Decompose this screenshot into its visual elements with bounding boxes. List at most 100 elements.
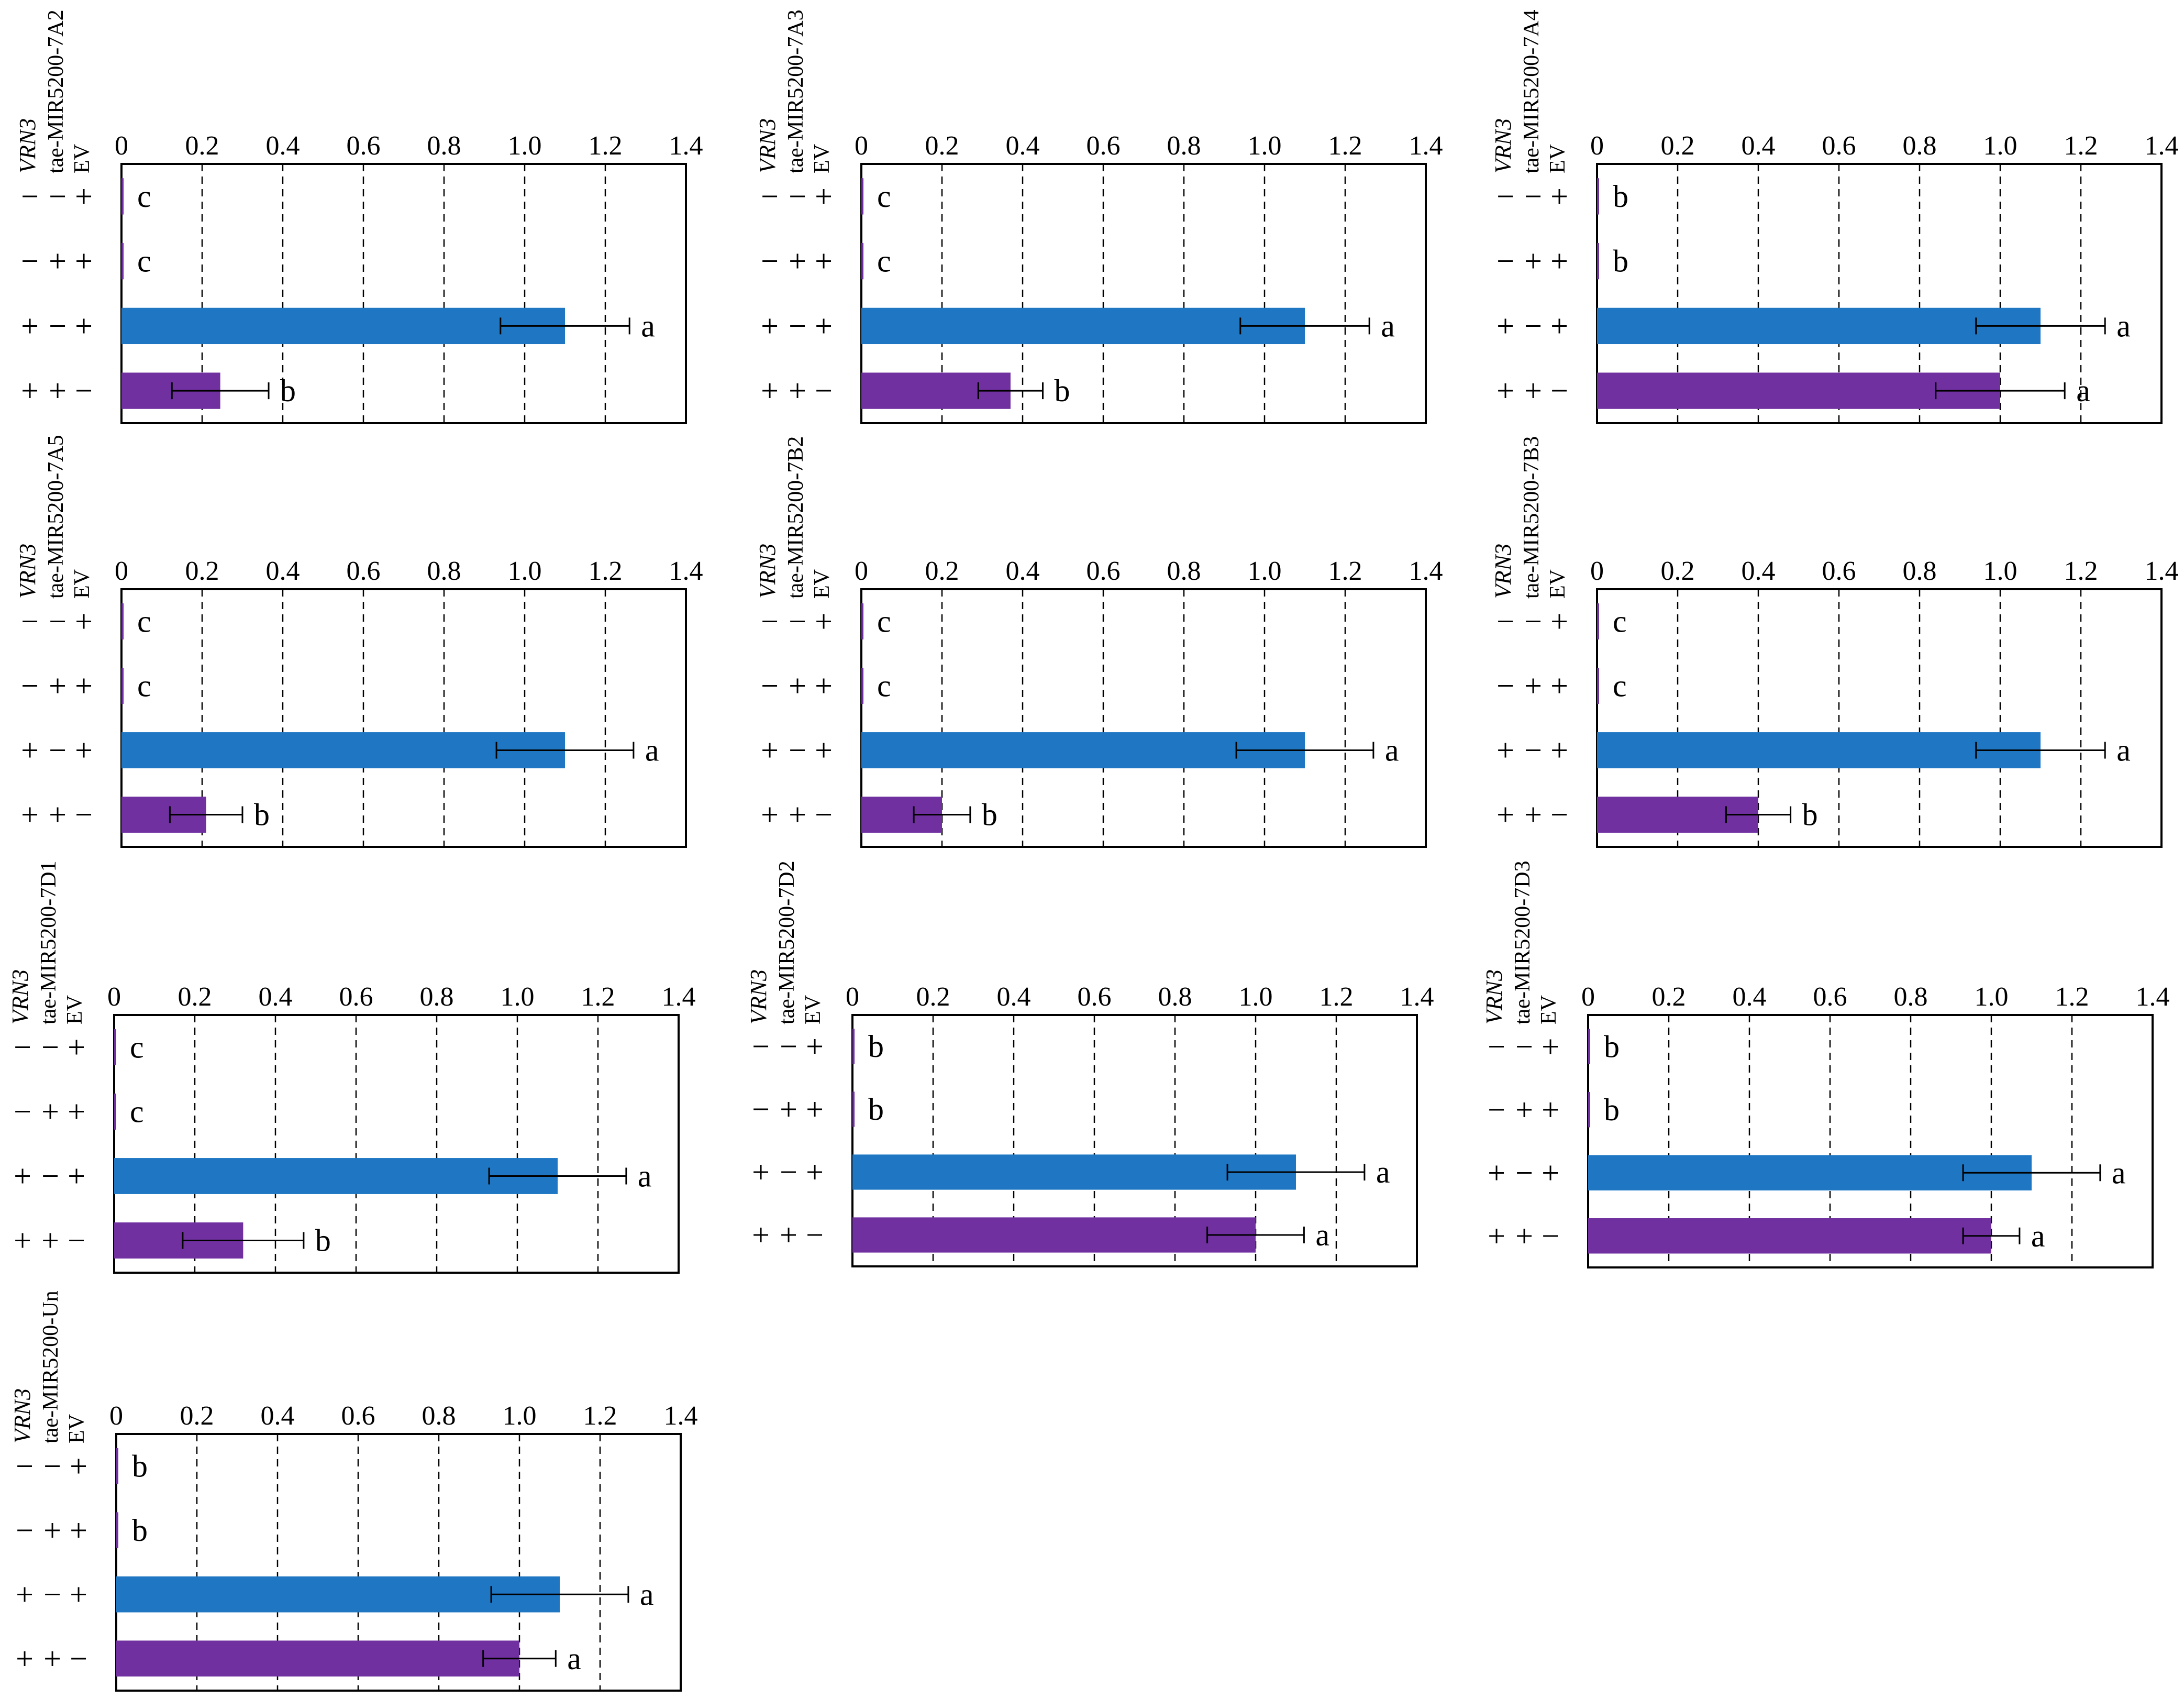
- x-tick-label: 0.6: [1087, 131, 1121, 161]
- x-tick-label: 0.2: [1661, 556, 1695, 586]
- row-symbol: +: [49, 798, 66, 832]
- ev-header-label: EV: [70, 569, 94, 599]
- x-tick-label: 0.2: [925, 131, 959, 161]
- chart-title: tae-MIR5200-7B3: [1520, 436, 1544, 599]
- x-tick-label: 1.2: [583, 1401, 617, 1431]
- row-symbol: −: [1496, 179, 1514, 214]
- row-symbol: +: [752, 1218, 770, 1252]
- x-tick-label: 1.0: [1983, 131, 2017, 161]
- significance-letter: c: [877, 669, 891, 703]
- x-tick-label: 0: [107, 982, 121, 1012]
- bar: [1597, 732, 2041, 768]
- row-symbol: −: [761, 669, 779, 703]
- significance-letter: b: [1613, 179, 1628, 214]
- significance-letter: a: [1381, 308, 1395, 343]
- x-tick-label: 1.4: [669, 556, 703, 586]
- bar: [1597, 372, 2000, 409]
- bar: [1588, 1155, 2032, 1190]
- row-symbol: +: [68, 1095, 85, 1129]
- significance-letter: b: [132, 1449, 148, 1483]
- row-symbol: +: [1515, 1219, 1533, 1253]
- chart-title: tae-MIR5200-7A3: [784, 9, 808, 173]
- x-tick-label: 0: [1581, 982, 1595, 1012]
- x-tick-label: 1.4: [1400, 982, 1434, 1012]
- bar: [861, 307, 1305, 345]
- x-tick-label: 0.8: [1903, 556, 1937, 586]
- bar: [1597, 242, 1599, 280]
- x-tick-label: 0.4: [1733, 982, 1767, 1012]
- chart-title: tae-MIR5200-7D2: [775, 860, 799, 1024]
- x-tick-label: 1.2: [2064, 556, 2098, 586]
- vrn3-header-label: VRN3: [15, 544, 40, 599]
- x-tick-label: 0.6: [1087, 556, 1121, 586]
- row-symbol: −: [41, 1030, 59, 1065]
- x-tick-label: 1.0: [1239, 982, 1273, 1012]
- x-tick-label: 0.2: [185, 556, 219, 586]
- significance-letter: c: [130, 1095, 144, 1129]
- row-symbol: +: [75, 604, 93, 639]
- chart-title: tae-MIR5200-7B2: [784, 436, 808, 599]
- row-symbol: −: [1496, 604, 1514, 639]
- x-tick-label: 0.6: [1813, 982, 1847, 1012]
- row-symbol: +: [14, 1223, 31, 1258]
- x-tick-label: 0.6: [1822, 131, 1856, 161]
- x-tick-label: 0.2: [916, 982, 950, 1012]
- bar: [861, 668, 863, 704]
- row-symbol: +: [806, 1092, 824, 1127]
- x-tick-label: 0.8: [420, 982, 454, 1012]
- significance-letter: b: [1055, 373, 1070, 408]
- significance-letter: a: [638, 1159, 652, 1194]
- vrn3-header-label: VRN3: [1490, 118, 1516, 173]
- row-symbol: −: [75, 798, 93, 832]
- row-symbol: +: [815, 244, 833, 279]
- chart-title: tae-MIR5200-7D3: [1511, 860, 1535, 1024]
- row-symbol: +: [1524, 798, 1542, 832]
- bar: [852, 1029, 855, 1064]
- vrn3-header-label: VRN3: [755, 544, 780, 599]
- row-symbol: −: [68, 1223, 85, 1258]
- row-symbol: +: [16, 1641, 34, 1676]
- bar: [852, 1217, 1256, 1253]
- vrn3-header-label: VRN3: [1490, 544, 1516, 599]
- row-symbol: +: [75, 244, 93, 279]
- x-tick-label: 0.8: [427, 556, 461, 586]
- row-symbol: +: [68, 1159, 85, 1194]
- x-tick-label: 0.4: [1742, 131, 1776, 161]
- chart-panel: 0 0.2 0.4 0.6 0.8 1.0 1.2 1.4 VRN3 tae-MIR5200-7A…: [1490, 9, 2179, 424]
- vrn3-header-label: VRN3: [755, 118, 780, 173]
- x-tick-label: 1.2: [589, 556, 623, 586]
- row-symbol: +: [815, 733, 833, 768]
- x-tick-label: 1.0: [1975, 982, 2009, 1012]
- row-symbol: +: [752, 1155, 770, 1189]
- vrn3-header-label: VRN3: [1481, 969, 1507, 1024]
- bar: [1588, 1029, 1590, 1064]
- row-symbol: −: [752, 1092, 770, 1127]
- row-symbol: +: [1550, 669, 1568, 703]
- bar: [114, 1094, 116, 1130]
- row-symbol: −: [14, 1095, 31, 1129]
- row-symbol: +: [41, 1223, 59, 1258]
- x-tick-label: 0.2: [185, 131, 219, 161]
- row-symbol: +: [70, 1449, 87, 1483]
- x-tick-label: 1.0: [1248, 131, 1282, 161]
- ev-header-label: EV: [70, 144, 94, 173]
- row-symbol: +: [21, 373, 39, 408]
- row-symbol: −: [49, 604, 66, 639]
- row-symbol: −: [1496, 669, 1514, 703]
- row-symbol: +: [789, 373, 806, 408]
- significance-letter: a: [640, 1577, 654, 1612]
- x-tick-label: 0.8: [427, 131, 461, 161]
- row-symbol: +: [1524, 244, 1542, 279]
- x-tick-label: 1.4: [2145, 556, 2179, 586]
- x-tick-label: 1.4: [2145, 131, 2179, 161]
- x-tick-label: 0.6: [347, 131, 381, 161]
- significance-letter: a: [2031, 1219, 2045, 1253]
- bar: [116, 1448, 118, 1484]
- row-symbol: +: [1496, 798, 1514, 832]
- bar: [1597, 178, 1599, 215]
- row-symbol: −: [1550, 373, 1568, 408]
- row-symbol: +: [75, 669, 93, 703]
- row-symbol: +: [41, 1095, 59, 1129]
- row-symbol: −: [1515, 1029, 1533, 1064]
- row-symbol: +: [1496, 308, 1514, 343]
